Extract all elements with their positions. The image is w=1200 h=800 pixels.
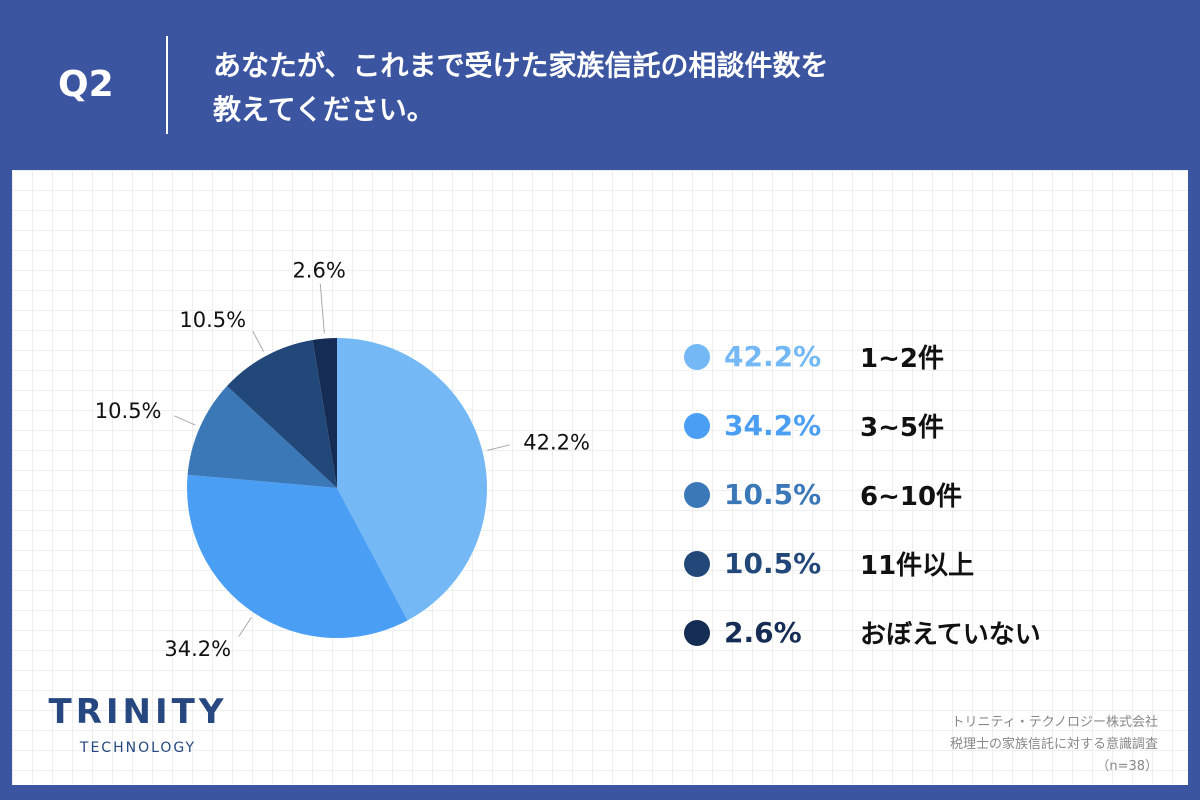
source-line-2: 税理士の家族信託に対する意識調査	[949, 737, 1158, 752]
legend-category: 3~5件	[860, 413, 944, 443]
legend-category: 6~10件	[860, 482, 963, 512]
question-title: あなたが、これまで受けた家族信託の相談件数を 教えてください。	[213, 44, 1113, 132]
legend-item: 42.2% 1~2件	[684, 322, 1041, 391]
legend-item: 10.5% 6~10件	[684, 460, 1041, 529]
data-label: 2.6%	[292, 259, 345, 283]
pie-slice	[187, 386, 337, 488]
leader-line	[174, 415, 196, 426]
legend-dot	[684, 412, 710, 439]
trinity-logo: TRINITY TECHNOLOGY	[46, 692, 230, 756]
title-line-1: あなたが、これまで受けた家族信託の相談件数を	[213, 49, 829, 82]
legend-percent: 2.6%	[724, 616, 802, 649]
divider	[166, 36, 168, 134]
logo-name: TRINITY	[48, 692, 228, 732]
title-line-2: 教えてください。	[213, 93, 435, 126]
legend-percent: 10.5%	[724, 478, 822, 511]
pie-slice	[312, 338, 337, 488]
source-line-3: （n=38）	[1096, 759, 1158, 774]
legend-item: 10.5% 11件以上	[684, 529, 1041, 598]
data-label: 10.5%	[95, 399, 162, 423]
question-number: Q2	[58, 64, 114, 105]
legend-dot	[684, 343, 710, 370]
legend-dot	[684, 481, 710, 508]
legend-item: 34.2% 3~5件	[684, 391, 1041, 460]
logo-sub: TECHNOLOGY	[79, 740, 197, 756]
legend-percent: 42.2%	[724, 340, 822, 373]
pie-slice	[227, 339, 337, 488]
data-label: 34.2%	[164, 637, 231, 661]
legend-category: 1~2件	[860, 344, 944, 374]
data-label: 10.5%	[179, 308, 246, 332]
legend-dot	[684, 619, 710, 646]
legend-percent: 34.2%	[724, 409, 822, 442]
pie-slice	[187, 474, 408, 638]
leader-line	[319, 283, 325, 334]
leader-line	[487, 444, 510, 451]
legend-percent: 10.5%	[724, 547, 822, 580]
pie-slice	[337, 338, 488, 621]
leader-line	[238, 617, 252, 637]
data-label: 42.2%	[523, 430, 590, 454]
legend: 42.2% 1~2件 34.2% 3~5件 10.5% 6~10件 10.5% 11件以上 2.…	[684, 322, 1041, 667]
legend-category: 11件以上	[860, 551, 975, 581]
legend-item: 2.6% おぼえていない	[684, 598, 1041, 667]
source-note: トリニティ・テクノロジー株式会社 税理士の家族信託に対する意識調査 （n=38）	[950, 712, 1158, 778]
source-line-1: トリニティ・テクノロジー株式会社	[951, 715, 1158, 730]
leader-line	[252, 330, 265, 352]
legend-category: おぼえていない	[860, 620, 1041, 650]
legend-dot	[684, 550, 710, 577]
